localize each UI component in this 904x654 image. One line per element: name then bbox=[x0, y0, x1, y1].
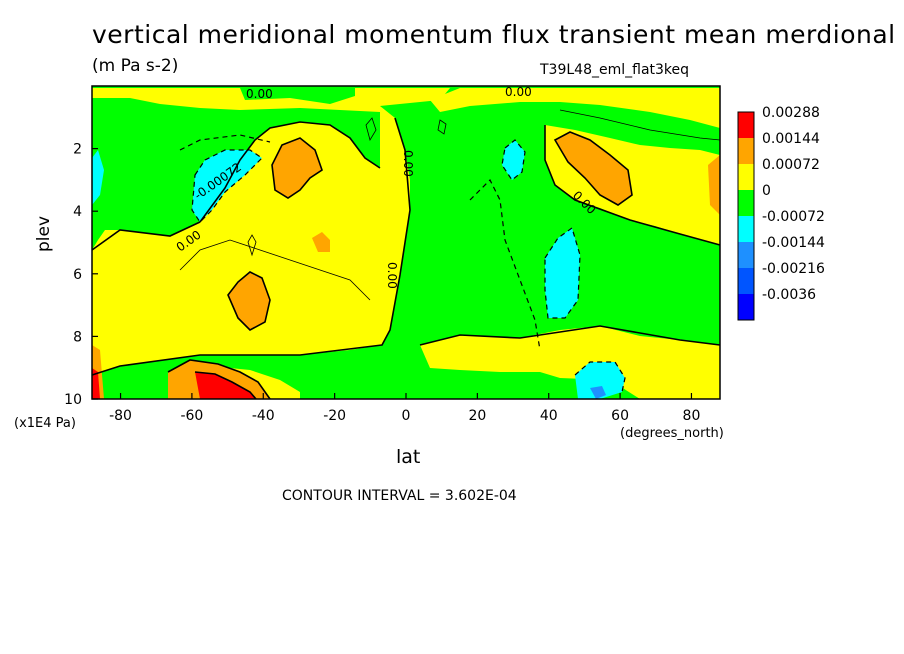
legend-label: 0.00288 bbox=[762, 105, 820, 121]
contour-neg-4 bbox=[544, 227, 581, 319]
legend-swatch bbox=[738, 242, 754, 268]
region-orange-5 bbox=[708, 155, 720, 215]
contour-neg-1 bbox=[191, 149, 263, 223]
legend-swatch bbox=[738, 294, 754, 320]
dataset-label: T39L48_eml_flat3keq bbox=[540, 62, 690, 78]
legend-label: -0.00072 bbox=[762, 209, 825, 225]
plot-field bbox=[92, 86, 720, 399]
region-cyan-2 bbox=[92, 150, 104, 205]
contour-neg-3 bbox=[501, 139, 526, 181]
region-yellow-south bbox=[92, 88, 450, 375]
legend-label: -0.00144 bbox=[762, 235, 825, 251]
legend: 0.00288 0.00144 0.00072 0 -0.00072 -0.00144 -0… bbox=[737, 105, 825, 321]
region-cyan-5 bbox=[575, 362, 625, 399]
contour-lines bbox=[91, 117, 721, 400]
x-axis-units: (degrees_north) bbox=[620, 426, 724, 441]
y-tick-label: 4 bbox=[73, 204, 82, 220]
region-orange-3 bbox=[312, 232, 330, 252]
y-axis-units: (x1E4 Pa) bbox=[14, 416, 76, 431]
contour-thin-4 bbox=[365, 117, 377, 142]
contour-zero-5 bbox=[419, 325, 721, 346]
region-cyan-3 bbox=[502, 140, 525, 180]
region-yellow-north-top bbox=[430, 88, 720, 128]
contour-orange-1 bbox=[271, 137, 323, 199]
legend-label: -0.00216 bbox=[762, 261, 825, 277]
y-tick-label: 8 bbox=[73, 329, 82, 345]
legend-label: 0.00072 bbox=[762, 157, 820, 173]
region-orange-1 bbox=[272, 138, 322, 198]
region-orange-2 bbox=[228, 272, 270, 330]
x-tick-label: 20 bbox=[468, 408, 486, 424]
y-tick-label: 6 bbox=[73, 267, 82, 283]
contour-thin-1 bbox=[179, 239, 371, 301]
contour-thin-2 bbox=[559, 109, 721, 141]
contour-orange-2 bbox=[227, 271, 271, 331]
contour-label: 0.00 bbox=[246, 87, 273, 101]
x-tick-label: -40 bbox=[252, 408, 275, 424]
contour-thin-3 bbox=[247, 234, 257, 257]
x-tick-label: 80 bbox=[683, 408, 701, 424]
x-tick-label: 60 bbox=[611, 408, 629, 424]
region-cyan-4 bbox=[545, 228, 580, 318]
contour-label: 0.00 bbox=[505, 85, 532, 99]
legend-swatch bbox=[738, 190, 754, 216]
legend-swatch bbox=[738, 268, 754, 294]
legend-frame bbox=[737, 111, 755, 321]
contour-label: 0.00 bbox=[385, 262, 399, 289]
contour-orange-4 bbox=[553, 131, 633, 206]
dashed-contours bbox=[179, 134, 626, 393]
y-tick-label: 10 bbox=[64, 392, 82, 408]
x-tick-label: -20 bbox=[323, 408, 346, 424]
contour-label: 0.00 bbox=[401, 150, 415, 177]
x-tick-label: -60 bbox=[180, 408, 203, 424]
contour-zero-3 bbox=[91, 117, 411, 376]
x-tick-label: 40 bbox=[540, 408, 558, 424]
x-tick-label: 0 bbox=[402, 408, 411, 424]
legend-swatch bbox=[738, 138, 754, 164]
legend-label: -0.0036 bbox=[762, 287, 816, 303]
contour-neg-7 bbox=[179, 134, 271, 151]
contour-zero-4 bbox=[544, 125, 721, 246]
contour-zero-1 bbox=[199, 121, 381, 223]
legend-label: 0 bbox=[762, 183, 771, 199]
x-tick-label: -80 bbox=[109, 408, 132, 424]
x-ticks: -80 -60 -40 -20 0 20 40 60 80 bbox=[109, 393, 700, 424]
x-axis-label: lat bbox=[396, 446, 421, 468]
legend-label: 0.00144 bbox=[762, 131, 820, 147]
thin-contours bbox=[179, 109, 721, 301]
region-red-1 bbox=[195, 372, 256, 399]
region-orange-4 bbox=[555, 132, 632, 205]
region-yellow-equator-bottom bbox=[420, 326, 720, 399]
chart-units: (m Pa s-2) bbox=[92, 56, 179, 76]
region-red-2 bbox=[92, 368, 100, 399]
legend-swatch bbox=[738, 112, 754, 138]
y-ticks: 2 4 6 8 10 bbox=[64, 142, 98, 408]
contour-zero-2 bbox=[91, 221, 201, 251]
region-blue-1 bbox=[590, 386, 606, 399]
legend-swatch bbox=[738, 164, 754, 190]
chart-title: vertical meridional momentum flux transi… bbox=[92, 20, 896, 49]
contour-orange-6 bbox=[167, 359, 271, 400]
legend-swatch bbox=[738, 216, 754, 242]
contour-thin-5 bbox=[437, 119, 447, 135]
contour-red-1 bbox=[194, 371, 257, 400]
contour-interval: CONTOUR INTERVAL = 3.602E-04 bbox=[282, 488, 517, 504]
region-cyan-1 bbox=[192, 150, 262, 222]
contour-neg-6 bbox=[469, 178, 541, 351]
y-tick-label: 2 bbox=[73, 142, 82, 158]
contour-neg-5 bbox=[574, 361, 626, 393]
